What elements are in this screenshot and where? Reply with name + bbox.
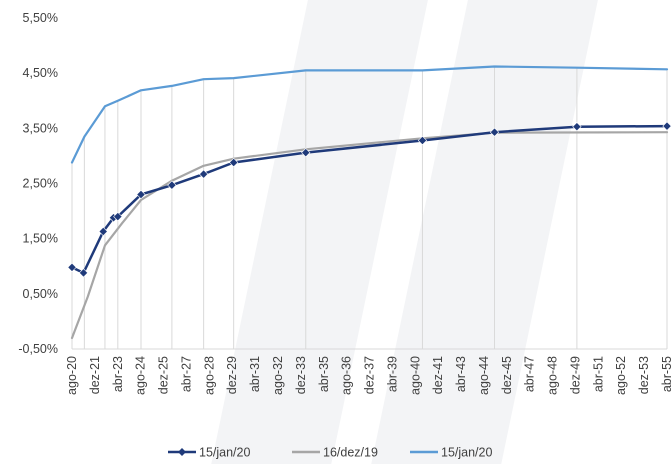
y-tick-label: 3,50% — [23, 121, 58, 135]
y-axis-labels: -0,50% 0,50% 1,50% 2,50% 3,50% 4,50% 5,50% — [18, 11, 58, 356]
series-point — [417, 135, 428, 146]
x-tick-label: dez-49 — [568, 356, 582, 394]
series-point — [136, 189, 146, 200]
x-tick-label: ago-20 — [65, 356, 79, 395]
x-tick-label: abr-31 — [248, 356, 262, 392]
x-tick-label: dez-41 — [431, 356, 445, 394]
x-tick-label: dez-45 — [500, 356, 514, 394]
x-tick-label: abr-51 — [591, 356, 605, 392]
x-tick-label: abr-27 — [179, 356, 193, 392]
y-tick-label: -0,50% — [18, 342, 58, 356]
x-tick-label: dez-33 — [294, 356, 308, 394]
y-tick-label: 4,50% — [23, 66, 58, 80]
x-axis-labels: ago-20 dez-21 abr-23 ago-24 dez-25 abr-27 ago-… — [65, 356, 672, 395]
series-point — [489, 127, 500, 137]
series-point — [572, 122, 582, 132]
x-tick-label: ago-44 — [477, 356, 491, 395]
series-line-1 — [70, 131, 669, 340]
legend-marker — [178, 448, 186, 456]
x-tick-label: ago-28 — [202, 356, 216, 395]
legend-label: 16/dez/19 — [323, 446, 378, 460]
x-tick-label: abr-23 — [111, 356, 125, 392]
x-tick-label: abr-43 — [454, 356, 468, 392]
x-tick-label: dez-25 — [157, 356, 171, 394]
x-tick-label: dez-29 — [225, 356, 239, 394]
y-tick-label: 1,50% — [23, 232, 58, 246]
x-tick-label: ago-36 — [340, 356, 354, 395]
y-tick-label: 0,50% — [23, 287, 58, 301]
series-point — [113, 211, 123, 222]
x-tick-label: ago-24 — [134, 356, 148, 395]
x-tick-label: abr-47 — [523, 356, 537, 392]
series-point — [229, 157, 239, 168]
series-line-2 — [70, 65, 669, 164]
series-point — [78, 268, 89, 278]
legend: 15/jan/20 16/dez/19 15/jan/20 — [168, 446, 492, 460]
x-tick-label: ago-40 — [408, 356, 422, 395]
background-watermark — [211, 0, 598, 464]
series-point — [67, 262, 77, 272]
x-tick-label: abr-55 — [660, 356, 672, 392]
x-tick-label: ago-48 — [546, 356, 560, 395]
legend-label: 15/jan/20 — [199, 446, 250, 460]
x-tick-label: ago-52 — [614, 356, 628, 395]
series-point — [199, 169, 209, 179]
series-point — [167, 180, 177, 190]
x-tick-label: dez-21 — [88, 356, 102, 394]
x-tick-label: abr-35 — [317, 356, 331, 392]
series-point — [98, 226, 108, 237]
y-tick-label: 2,50% — [23, 177, 58, 191]
series-point — [662, 121, 672, 131]
series-markers — [67, 121, 672, 278]
legend-label: 15/jan/20 — [441, 446, 492, 460]
y-tick-label: 5,50% — [23, 11, 58, 25]
x-tick-label: dez-37 — [363, 356, 377, 394]
x-tick-label: ago-32 — [271, 356, 285, 395]
x-tick-label: dez-53 — [637, 356, 651, 394]
x-tick-label: abr-39 — [385, 356, 399, 392]
series-point — [301, 147, 311, 158]
